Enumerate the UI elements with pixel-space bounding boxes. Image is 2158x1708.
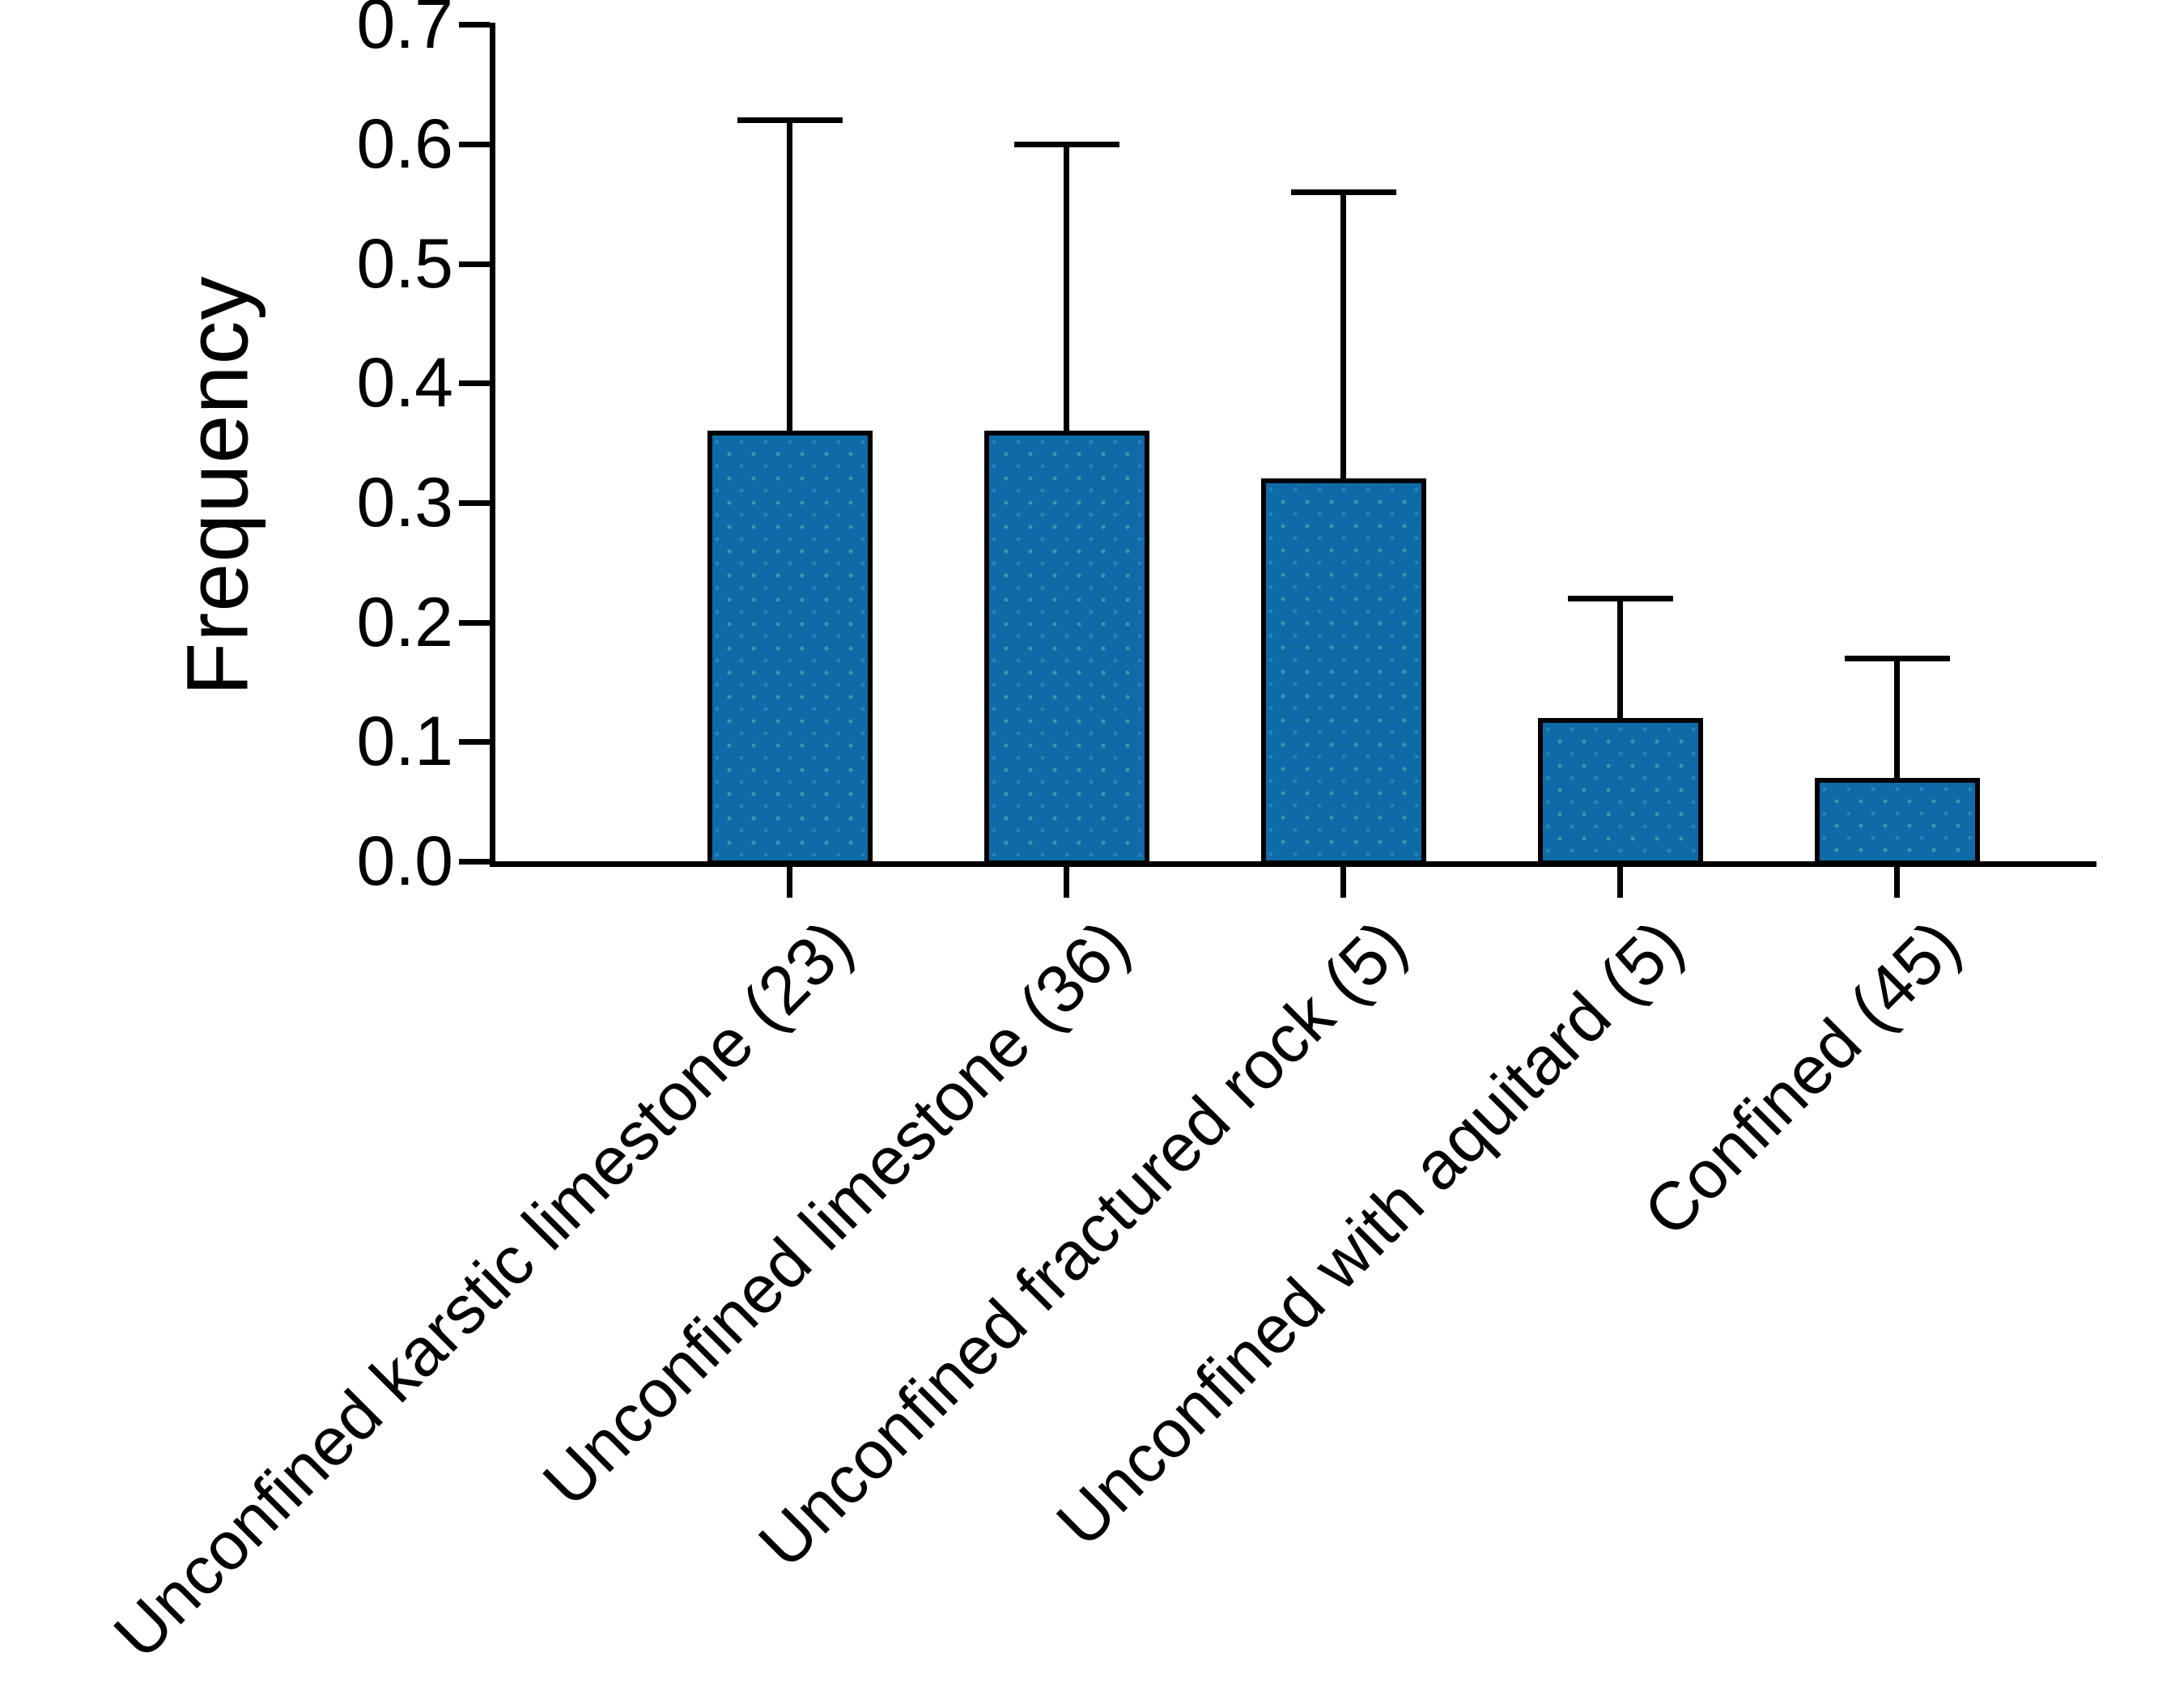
- y-tick-label: 0.4: [356, 344, 453, 423]
- error-bar-cap: [1291, 189, 1396, 195]
- y-tick-label: 0.7: [356, 0, 453, 64]
- error-bar-line: [1064, 143, 1069, 431]
- error-bar-line: [1894, 657, 1900, 778]
- bar: [984, 431, 1149, 865]
- y-axis-line: [490, 23, 495, 867]
- error-bar-cap: [737, 117, 843, 124]
- error-bar-line: [1617, 598, 1623, 718]
- y-tick-label: 0.6: [356, 104, 453, 183]
- x-tick-mark: [1894, 867, 1900, 898]
- error-bar-cap: [1568, 596, 1673, 602]
- x-tick-mark: [1617, 867, 1623, 898]
- y-tick-mark: [459, 619, 490, 626]
- error-bar-line: [787, 120, 792, 431]
- y-tick-mark: [459, 380, 490, 387]
- y-tick-label: 0.2: [356, 583, 453, 661]
- y-tick-mark: [459, 499, 490, 506]
- x-tick-mark: [787, 867, 792, 898]
- y-tick-label: 0.1: [356, 703, 453, 781]
- error-bar-cap: [1845, 655, 1950, 661]
- y-tick-label: 0.0: [356, 822, 453, 900]
- y-tick-mark: [459, 859, 490, 865]
- y-tick-mark: [459, 261, 490, 267]
- x-tick-mark: [1340, 867, 1346, 898]
- y-tick-mark: [459, 22, 490, 28]
- y-tick-label: 0.5: [356, 224, 453, 303]
- error-bar-line: [1340, 191, 1346, 479]
- x-category-label: Unconfined limestone (36): [529, 905, 1145, 1521]
- x-tick-mark: [1064, 867, 1069, 898]
- error-bar-cap: [1014, 141, 1119, 147]
- bar: [707, 431, 873, 865]
- bar: [1261, 478, 1426, 865]
- y-tick-label: 0.3: [356, 463, 453, 542]
- y-tick-mark: [459, 141, 490, 147]
- y-tick-mark: [459, 739, 490, 746]
- bar: [1815, 777, 1980, 865]
- bar: [1538, 717, 1703, 865]
